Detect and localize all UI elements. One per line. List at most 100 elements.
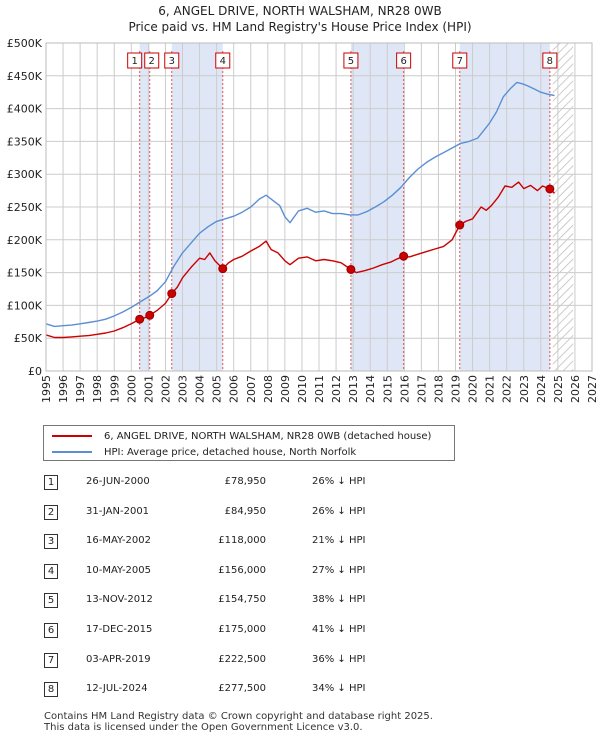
x-tick-label: 2026 bbox=[569, 375, 582, 403]
series-line-hpi bbox=[45, 81, 555, 328]
sale-number-box bbox=[144, 52, 160, 69]
y-tick-label: £500K bbox=[7, 37, 43, 50]
x-tick-label: 2003 bbox=[177, 375, 190, 403]
x-tick-label: 1998 bbox=[91, 375, 104, 403]
transaction-hpi-diff: 41% ↓ HPI bbox=[312, 624, 366, 635]
sale-number-box bbox=[164, 52, 180, 69]
sale-point bbox=[545, 184, 555, 194]
x-tick-label: 2006 bbox=[228, 375, 241, 403]
x-tick-label: 1996 bbox=[57, 375, 70, 403]
x-tick-label: 1999 bbox=[108, 375, 121, 403]
legend-blue-label: HPI: Average price, detached house, Nort… bbox=[104, 446, 357, 458]
x-tick-label: 2022 bbox=[501, 375, 514, 403]
price-chart: £0 £50K £100K £150K £200K £250K £300K £350K £400… bbox=[7, 37, 599, 403]
chart-subtitle: Price paid vs. HM Land Registry's House … bbox=[128, 20, 472, 34]
x-tick-label: 2012 bbox=[330, 375, 343, 403]
sale-point bbox=[167, 289, 177, 299]
sale-number-label: 3 bbox=[169, 56, 175, 67]
x-tick-label: 2000 bbox=[125, 375, 138, 403]
transaction-row: 6 17-DEC-2015 £175,000 41% ↓ HPI bbox=[0, 623, 600, 643]
transaction-row: 4 10-MAY-2005 £156,000 27% ↓ HPI bbox=[0, 563, 600, 584]
sale-number-box bbox=[215, 52, 231, 69]
x-tick-label: 2014 bbox=[364, 375, 377, 403]
x-tick-label: 2016 bbox=[398, 375, 411, 403]
x-tick-label: 1997 bbox=[74, 375, 87, 403]
transaction-number: 6 bbox=[44, 623, 58, 638]
sale-point bbox=[455, 220, 465, 230]
transaction-hpi-diff: 26% ↓ HPI bbox=[312, 476, 366, 487]
sale-number-label: 4 bbox=[220, 56, 226, 67]
x-tick-label: 2018 bbox=[432, 375, 445, 403]
sale-number-box bbox=[452, 52, 468, 69]
sale-number-label: 6 bbox=[400, 56, 406, 67]
x-tick-label: 2025 bbox=[552, 375, 565, 403]
y-tick-label: £100K bbox=[7, 299, 43, 312]
x-tick-label: 2008 bbox=[262, 375, 275, 403]
transaction-price: £277,500 bbox=[218, 683, 266, 695]
sale-number-box bbox=[542, 52, 558, 69]
transaction-hpi-diff: 21% ↓ HPI bbox=[312, 535, 366, 547]
y-tick-label: £450K bbox=[7, 70, 43, 83]
transaction-row: 3 16-MAY-2002 £118,000 21% ↓ HPI bbox=[0, 534, 600, 554]
transaction-date: 13-NOV-2012 bbox=[86, 594, 153, 606]
transaction-row: 8 12-JUL-2024 £277,500 34% ↓ HPI bbox=[0, 682, 600, 702]
transaction-price: £118,000 bbox=[218, 535, 266, 547]
transaction-price: £154,750 bbox=[218, 594, 266, 606]
sale-number-box bbox=[127, 52, 143, 69]
x-tick-label: 2005 bbox=[211, 375, 224, 403]
sale-point bbox=[218, 264, 228, 274]
transaction-row: 5 13-NOV-2012 £154,750 38% ↓ HPI bbox=[0, 593, 600, 613]
x-tick-label: 2009 bbox=[279, 375, 292, 403]
legend-item-hpi: HPI: Average price, detached house, Nort… bbox=[52, 445, 356, 459]
transaction-date: 26-JUN-2000 bbox=[86, 476, 150, 487]
transaction-date: 16-MAY-2002 bbox=[86, 535, 152, 547]
sale-number-label: 5 bbox=[348, 56, 354, 67]
transaction-number: 5 bbox=[44, 593, 58, 609]
legend-red-label: 6, ANGEL DRIVE, NORTH WALSHAM, NR28 0WB … bbox=[104, 430, 432, 442]
transaction-row: 1 26-JUN-2000 £78,950 26% ↓ HPI bbox=[0, 475, 600, 495]
x-tick-label: 1995 bbox=[40, 375, 53, 403]
x-tick-label: 2024 bbox=[535, 375, 548, 403]
sale-number-label: 2 bbox=[149, 56, 155, 67]
y-tick-label: £150K bbox=[7, 267, 43, 280]
footer-licence: This data is licensed under the Open Gov… bbox=[44, 722, 363, 733]
x-tick-label: 2002 bbox=[159, 375, 172, 403]
sale-point bbox=[135, 314, 145, 324]
x-tick-label: 2015 bbox=[381, 375, 394, 403]
x-tick-label: 2010 bbox=[296, 375, 309, 403]
transaction-number: 4 bbox=[44, 563, 58, 579]
legend-blue-line bbox=[52, 451, 92, 453]
legend: 6, ANGEL DRIVE, NORTH WALSHAM, NR28 0WB … bbox=[43, 425, 455, 461]
y-tick-label: £250K bbox=[7, 201, 43, 214]
y-tick-label: £200K bbox=[7, 234, 43, 247]
sale-point bbox=[346, 264, 356, 274]
x-tick-label: 2019 bbox=[450, 375, 463, 403]
sale-point bbox=[145, 310, 155, 320]
x-tick-label: 2013 bbox=[347, 375, 360, 403]
transaction-hpi-diff: 34% ↓ HPI bbox=[312, 683, 366, 695]
transaction-date: 12-JUL-2024 bbox=[86, 683, 148, 695]
transaction-number: 7 bbox=[44, 652, 58, 668]
transaction-date: 31-JAN-2001 bbox=[86, 505, 150, 517]
transaction-hpi-diff: 38% ↓ HPI bbox=[312, 594, 366, 606]
x-tick-label: 2011 bbox=[313, 375, 326, 403]
transaction-price: £156,000 bbox=[218, 564, 266, 576]
footer-copyright: Contains HM Land Registry data © Crown c… bbox=[44, 711, 433, 722]
transaction-number: 8 bbox=[44, 682, 58, 698]
x-tick-label: 2017 bbox=[415, 375, 428, 403]
x-tick-label: 2007 bbox=[245, 375, 258, 403]
sale-point bbox=[399, 251, 409, 261]
chart-title: 6, ANGEL DRIVE, NORTH WALSHAM, NR28 0WB bbox=[158, 4, 442, 18]
transaction-date: 03-APR-2019 bbox=[86, 653, 151, 665]
x-tick-label: 2001 bbox=[142, 375, 155, 403]
legend-red-line bbox=[52, 435, 92, 437]
transaction-price: £84,950 bbox=[224, 505, 266, 517]
transaction-price: £175,000 bbox=[218, 624, 266, 635]
transaction-number: 1 bbox=[44, 475, 58, 490]
y-tick-label: £400K bbox=[7, 103, 43, 116]
sale-number-label: 8 bbox=[547, 56, 553, 67]
transaction-hpi-diff: 27% ↓ HPI bbox=[312, 564, 366, 576]
x-tick-label: 2020 bbox=[467, 375, 480, 403]
y-tick-label: £50K bbox=[14, 332, 43, 345]
sale-number-box bbox=[343, 52, 359, 69]
